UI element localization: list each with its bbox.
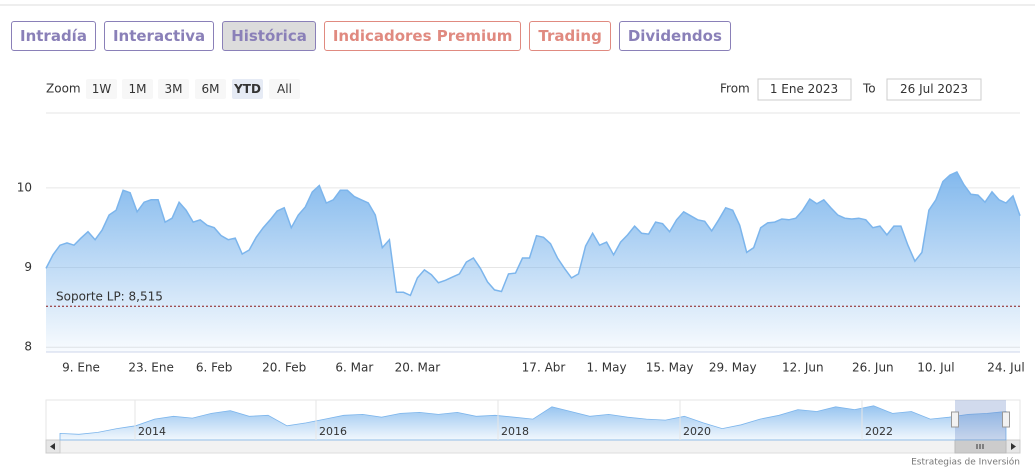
x-tick-label: 1. May (587, 361, 627, 375)
y-tick-label: 8 (24, 340, 32, 354)
navigator-label: 2022 (865, 425, 893, 438)
zoom-button[interactable] (269, 79, 300, 99)
x-tick-label: 24. Jul (987, 361, 1024, 375)
zoom-button-label[interactable]: YTD (233, 82, 261, 96)
tab[interactable]: Intradía (11, 21, 96, 51)
navigator-label: 2016 (319, 425, 347, 438)
support-label: Soporte LP: 8,515 (56, 290, 163, 304)
zoom-button[interactable] (122, 79, 153, 99)
from-label: From (720, 82, 750, 96)
tab[interactable]: Indicadores Premium (323, 21, 522, 51)
x-tick-label: 6. Feb (196, 361, 233, 375)
x-tick-label: 9. Ene (62, 361, 100, 375)
scrollbar-track[interactable] (45, 439, 1021, 454)
scroll-right-arrow (1011, 443, 1016, 450)
zoom-button[interactable] (195, 79, 226, 99)
x-tick-label: 26. Jun (852, 361, 894, 375)
x-tick-label: 20. Mar (395, 361, 441, 375)
zoom-button-label[interactable]: 3M (165, 82, 183, 96)
from-value[interactable]: 1 Ene 2023 (770, 82, 838, 96)
navigator-label: 2020 (683, 425, 711, 438)
navigator-area (59, 405, 1007, 441)
zoom-button-label[interactable]: 1W (92, 82, 112, 96)
tab[interactable]: Dividendos (618, 21, 731, 51)
to-input[interactable] (886, 78, 982, 101)
to-label: To (862, 82, 876, 96)
y-tick-label: 10 (17, 180, 32, 194)
zoom-button[interactable] (232, 79, 263, 99)
tab[interactable]: Interactiva (103, 21, 215, 51)
x-tick-label: 23. Ene (128, 361, 173, 375)
navigator-handle[interactable] (951, 411, 959, 428)
thumb-grip (976, 444, 984, 449)
tab-bar: Intradía Interactiva Histórica Indicadores … (11, 21, 731, 51)
area-fill (46, 172, 1020, 352)
zoom-button-label[interactable]: All (277, 82, 292, 96)
navigator-handle[interactable] (1002, 411, 1010, 428)
zoom-button[interactable] (158, 79, 189, 99)
x-tick-label: 29. May (709, 361, 757, 375)
credit: Estrategias de Inversión (911, 457, 1020, 468)
to-value[interactable]: 26 Jul 2023 (900, 82, 968, 96)
zoom-button-label[interactable]: 1M (129, 82, 147, 96)
y-tick-label: 9 (24, 260, 32, 274)
tab[interactable]: Histórica (222, 21, 316, 51)
navigator-mask (955, 400, 1006, 440)
scroll-left-arrow (50, 443, 55, 450)
x-tick-label: 20. Feb (262, 361, 306, 375)
zoom-label: Zoom (46, 82, 81, 96)
zoom-button[interactable] (86, 79, 117, 99)
tab[interactable]: Trading (529, 21, 611, 51)
x-tick-label: 6. Mar (335, 361, 373, 375)
x-tick-label: 10. Jul (917, 361, 954, 375)
x-tick-label: 17. Abr (522, 361, 566, 375)
navigator-label: 2014 (138, 425, 166, 438)
area-line (45, 171, 1021, 297)
from-input[interactable] (757, 78, 852, 101)
zoom-button-label[interactable]: 6M (202, 82, 220, 96)
navigator-label: 2018 (501, 425, 529, 438)
x-tick-label: 12. Jun (782, 361, 824, 375)
x-tick-label: 15. May (646, 361, 694, 375)
